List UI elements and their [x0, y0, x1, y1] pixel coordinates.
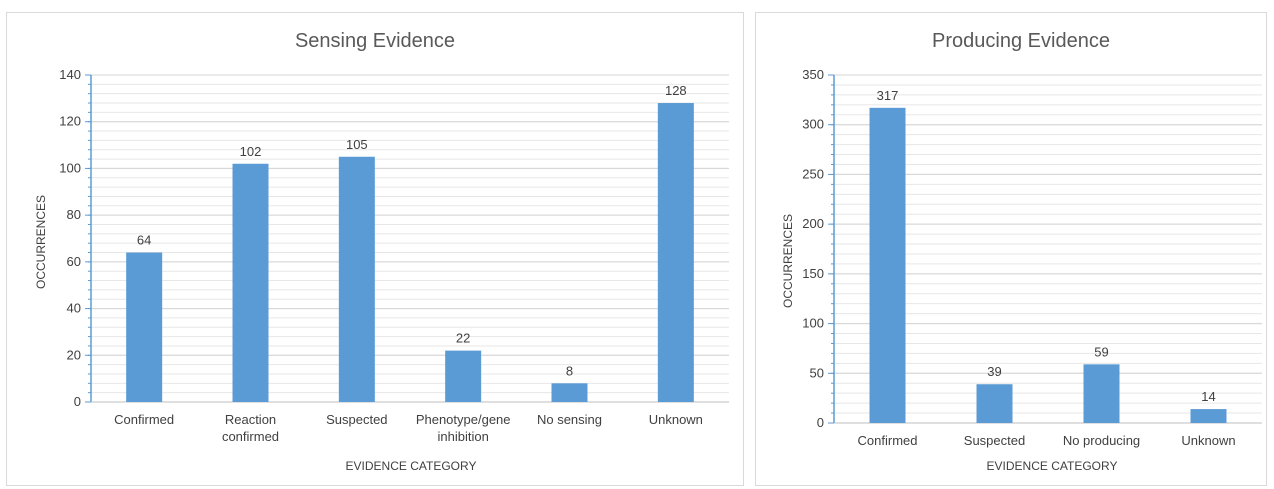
- producing-evidence-chart: Producing Evidence EVIDENCE CATEGORY OCC…: [781, 30, 1262, 473]
- data-label: 102: [240, 144, 262, 159]
- category-label: Phenotype/gene inhibition: [416, 412, 511, 444]
- category-label-line: confirmed: [222, 429, 279, 444]
- bar: [657, 103, 694, 403]
- x-axis-label: EVIDENCE CATEGORY: [987, 459, 1118, 473]
- category-label: No sensing: [537, 412, 602, 427]
- y-tick-label: 200: [802, 216, 824, 231]
- y-tick-label: 350: [802, 67, 824, 82]
- data-label: 59: [1094, 344, 1108, 359]
- category-label: Unknown: [649, 412, 703, 427]
- category-label-line: No sensing: [537, 412, 602, 427]
- y-tick-label: 300: [802, 117, 824, 132]
- bar: [869, 107, 906, 423]
- bar: [445, 350, 482, 402]
- category-label-line: Suspected: [964, 433, 1025, 448]
- bar: [1190, 409, 1227, 423]
- y-tick-label: 60: [67, 254, 81, 269]
- category-label: Unknown: [1181, 433, 1235, 448]
- category-label: Confirmed: [858, 433, 918, 448]
- chart-title: Sensing Evidence: [295, 30, 455, 52]
- bar: [232, 163, 269, 402]
- data-label: 317: [877, 88, 899, 103]
- y-tick-label: 150: [802, 266, 824, 281]
- bar: [976, 384, 1013, 423]
- category-label-line: Phenotype/gene: [416, 412, 511, 427]
- data-label: 64: [137, 233, 151, 248]
- y-tick-label: 100: [802, 316, 824, 331]
- y-tick-label: 80: [67, 207, 81, 222]
- y-axis-label: OCCURRENCES: [781, 214, 795, 308]
- category-label-line: Unknown: [1181, 433, 1235, 448]
- bar: [1083, 364, 1120, 423]
- y-tick-label: 0: [74, 394, 81, 409]
- data-label: 22: [456, 331, 470, 346]
- category-label-line: Reaction: [225, 412, 276, 427]
- y-tick-label: 140: [59, 67, 81, 82]
- producing-evidence-panel: Producing Evidence EVIDENCE CATEGORY OCC…: [755, 12, 1267, 486]
- bar: [126, 252, 163, 402]
- category-label-line: Suspected: [326, 412, 387, 427]
- data-label: 105: [346, 137, 368, 152]
- y-tick-label: 0: [817, 415, 824, 430]
- data-label: 8: [566, 363, 573, 378]
- category-label-line: inhibition: [438, 429, 489, 444]
- data-label: 128: [665, 83, 687, 98]
- category-label: Confirmed: [114, 412, 174, 427]
- plot-area: 0 20 40 60 80 100 120 140 64 Confirmed 102 Reaction…: [59, 67, 729, 444]
- category-label-line: No producing: [1063, 433, 1140, 448]
- sensing-evidence-chart: Sensing Evidence EVIDENCE CATEGORY OCCUR…: [34, 30, 729, 473]
- y-tick-label: 40: [67, 301, 81, 316]
- sensing-evidence-panel: Sensing Evidence EVIDENCE CATEGORY OCCUR…: [6, 12, 744, 486]
- y-tick-label: 250: [802, 166, 824, 181]
- x-axis-label: EVIDENCE CATEGORY: [346, 459, 477, 473]
- plot-area: 0 50 100 150 200 250 300 350 317 Confirmed 39 Suspe…: [802, 67, 1262, 448]
- category-label-line: Confirmed: [858, 433, 918, 448]
- category-label-line: Confirmed: [114, 412, 174, 427]
- category-label-line: Unknown: [649, 412, 703, 427]
- bar: [551, 383, 588, 402]
- data-label: 14: [1201, 389, 1215, 404]
- category-label: Suspected: [326, 412, 387, 427]
- chart-title: Producing Evidence: [932, 30, 1110, 52]
- category-label: Reaction confirmed: [222, 412, 279, 444]
- y-tick-label: 100: [59, 160, 81, 175]
- y-tick-label: 20: [67, 347, 81, 362]
- bar: [338, 156, 375, 402]
- y-tick-label: 50: [810, 365, 824, 380]
- y-tick-label: 120: [59, 114, 81, 129]
- category-label: No producing: [1063, 433, 1140, 448]
- category-label: Suspected: [964, 433, 1025, 448]
- y-axis-label: OCCURRENCES: [34, 195, 48, 289]
- data-label: 39: [987, 364, 1001, 379]
